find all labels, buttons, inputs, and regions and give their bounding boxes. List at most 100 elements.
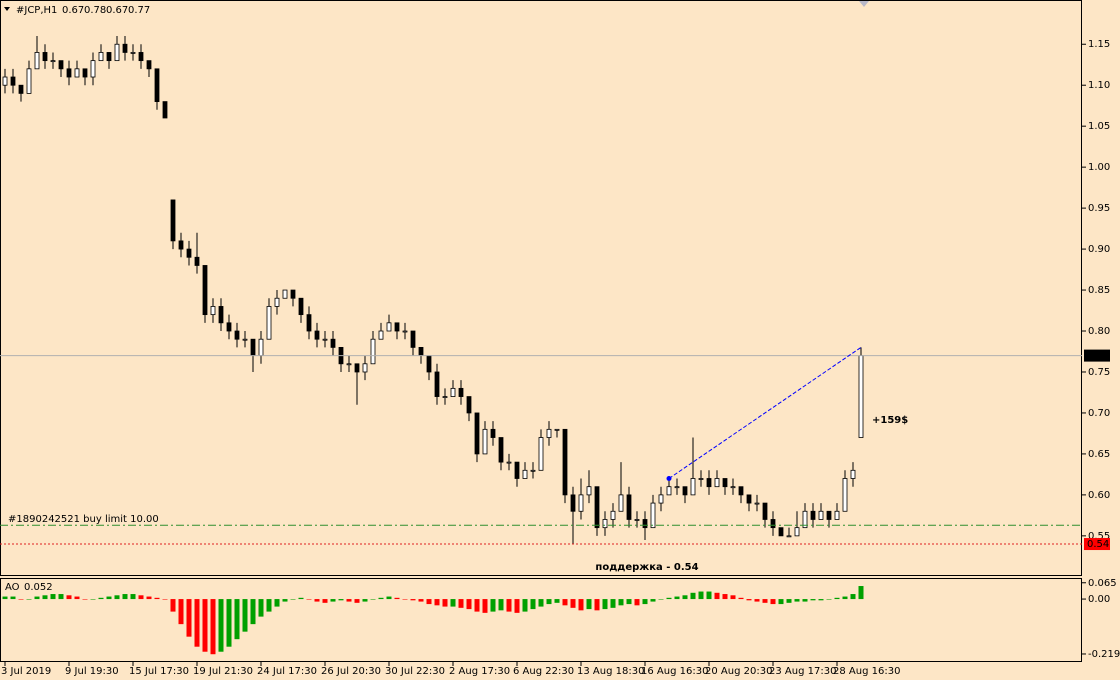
- candle-body: [378, 330, 384, 340]
- ao-bar: [330, 599, 336, 602]
- ao-bar: [186, 599, 192, 637]
- ao-bar: [690, 592, 696, 600]
- candle-body: [170, 199, 176, 242]
- candle-body: [194, 256, 200, 266]
- candle-body: [178, 240, 184, 250]
- ao-bar: [42, 595, 48, 600]
- ao-bar: [242, 599, 248, 632]
- support-annotation: поддержка - 0.54: [595, 562, 698, 573]
- x-tick-label: 3 Jul 2019: [1, 666, 51, 677]
- ao-bar: [802, 599, 808, 602]
- ao-bar: [442, 599, 448, 607]
- candle-body: [466, 396, 472, 414]
- ao-bar: [162, 599, 168, 600]
- x-tick-label: 9 Jul 19:30: [65, 666, 119, 677]
- y-tick-label: 0.70: [1088, 408, 1110, 419]
- ohlc-close: 0.77: [128, 5, 150, 16]
- price-panel: [0, 0, 1082, 576]
- ao-bar: [522, 599, 528, 612]
- ao-bar: [562, 599, 568, 606]
- candle-body: [562, 428, 568, 496]
- x-tick-label: 20 Aug 20:30: [705, 666, 772, 677]
- candle-body: [738, 486, 744, 496]
- y-tick-label: 0.55: [1088, 531, 1110, 542]
- y-tick-label: 0.95: [1088, 203, 1110, 214]
- candle-body: [458, 387, 464, 397]
- candle-body: [682, 486, 688, 496]
- current-price-label: 0.77: [1087, 351, 1109, 362]
- x-tick-label: 15 Jul 17:30: [129, 666, 189, 677]
- candle-body: [586, 486, 592, 496]
- ao-bar: [778, 599, 784, 605]
- ao-bar: [618, 599, 624, 606]
- ao-bar: [2, 596, 8, 600]
- symbol-title: #JCP,H1: [16, 5, 57, 16]
- candle-body: [514, 461, 520, 479]
- candle-body: [658, 494, 664, 504]
- candle-body: [610, 510, 616, 520]
- ao-bar: [306, 599, 312, 600]
- y-tick-label: 0.80: [1088, 326, 1110, 337]
- x-tick-label: 16 Aug 16:30: [641, 666, 708, 677]
- ao-bar: [98, 597, 104, 600]
- ao-bar: [274, 599, 280, 607]
- ao-bar: [498, 599, 504, 611]
- ao-bar: [818, 599, 824, 601]
- candle-body: [594, 486, 600, 529]
- candle-body: [42, 52, 48, 62]
- ao-bar: [106, 596, 112, 600]
- ao-title: AO: [5, 582, 20, 593]
- ao-bar: [626, 599, 632, 605]
- candle-body: [138, 52, 144, 62]
- candle-body: [402, 330, 408, 333]
- ao-bar: [666, 597, 672, 600]
- candle-body: [530, 469, 536, 472]
- ao-bar: [58, 594, 64, 600]
- ao-bar: [258, 599, 264, 617]
- candle-body: [314, 330, 320, 340]
- ao-bar: [50, 594, 56, 600]
- ao-bar: [250, 599, 256, 625]
- candle-body: [698, 478, 704, 480]
- candle-body: [858, 355, 864, 438]
- ao-bar: [850, 594, 856, 600]
- candle-body: [482, 428, 488, 455]
- candle-body: [66, 68, 72, 78]
- shift-marker: [859, 1, 869, 7]
- ao-bar: [362, 599, 368, 602]
- candle-body: [834, 510, 840, 520]
- candle-body: [434, 371, 440, 397]
- trendline: [668, 346, 862, 479]
- ohlc-high: 0.78: [84, 5, 106, 16]
- y-tick-label: 1.05: [1088, 121, 1110, 132]
- candle-body: [154, 68, 160, 102]
- candle-body: [842, 478, 848, 512]
- ao-bar: [210, 599, 216, 655]
- ao-bar: [234, 599, 240, 640]
- x-tick-label: 6 Aug 22:30: [513, 666, 574, 677]
- ao-bar: [634, 599, 640, 606]
- candle-body: [578, 494, 584, 512]
- x-tick-label: 19 Jul 21:30: [193, 666, 253, 677]
- order-label: #1890242521 buy limit 10.00: [8, 514, 159, 525]
- candle-body: [850, 469, 856, 479]
- ao-bar: [738, 597, 744, 600]
- candle-body: [722, 478, 728, 488]
- candle-body: [210, 306, 216, 316]
- ao-bar: [34, 596, 40, 600]
- candle-body: [826, 510, 832, 520]
- y-tick-label: 0.065: [1088, 578, 1117, 589]
- candle-body: [114, 43, 120, 62]
- y-tick-label: 1.00: [1088, 162, 1110, 173]
- x-tick-label: 2 Aug 17:30: [449, 666, 510, 677]
- candle-body: [10, 76, 16, 86]
- y-tick-label: 0.85: [1088, 285, 1110, 296]
- ao-bar: [26, 599, 32, 600]
- ao-bar: [282, 599, 288, 602]
- candle-body: [522, 469, 528, 479]
- ao-bar: [610, 599, 616, 608]
- candle-body: [82, 68, 88, 78]
- ao-bar: [530, 599, 536, 610]
- ao-bar: [194, 599, 200, 647]
- candle-body: [450, 387, 456, 397]
